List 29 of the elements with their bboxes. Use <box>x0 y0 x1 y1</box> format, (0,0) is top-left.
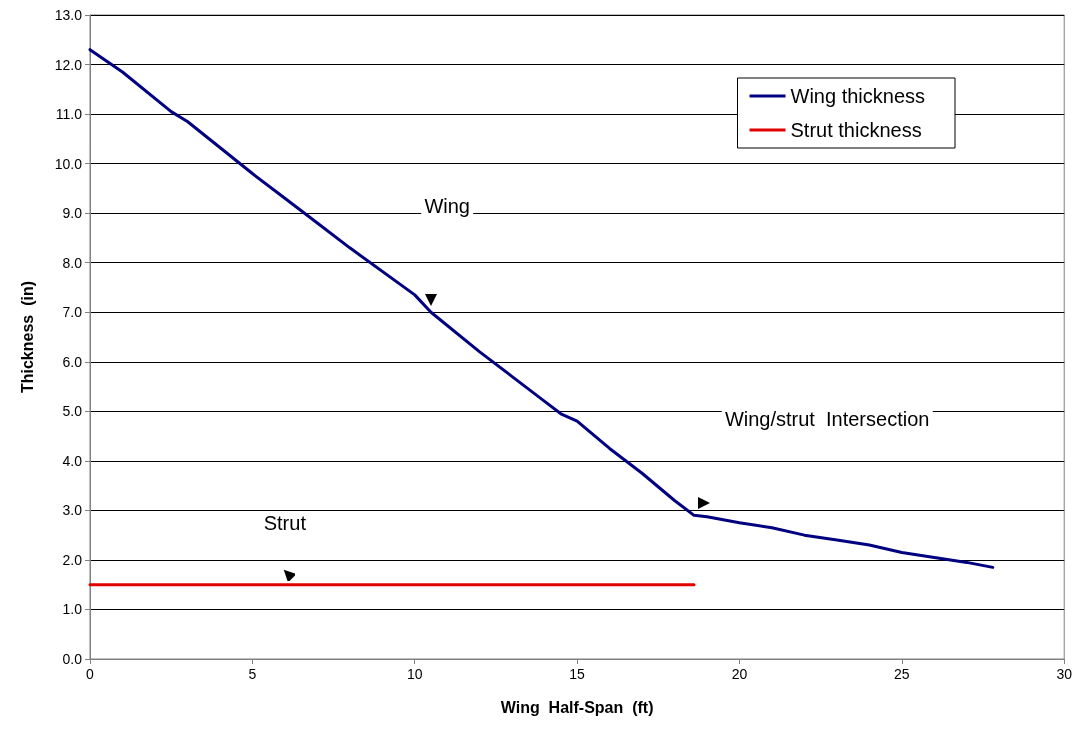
y-tick-label: 3.0 <box>62 502 83 519</box>
x-tick-label: 5 <box>248 666 257 682</box>
x-tick-label: 0 <box>86 666 95 682</box>
legend-label: Wing thickness <box>790 85 926 107</box>
x-tick-label: 25 <box>894 666 910 682</box>
y-tick-label: 2.0 <box>62 551 83 568</box>
annotation: Wing <box>421 194 473 218</box>
y-tick-label: 11.0 <box>55 106 83 123</box>
annotation: Wing/strut Intersection <box>721 407 933 431</box>
y-tick-label: 5.0 <box>62 403 83 420</box>
annotation: Strut <box>260 511 309 535</box>
y-tick-label: 9.0 <box>62 205 83 222</box>
x-tick-label: 20 <box>731 666 748 682</box>
x-axis-title: Wing Half-Span (ft) <box>500 698 654 716</box>
y-tick-label: 1.0 <box>62 601 83 618</box>
legend-label: Strut thickness <box>790 119 922 141</box>
x-tick-label: 10 <box>406 666 423 682</box>
y-tick-label: 6.0 <box>62 353 83 370</box>
y-tick-label: 12.0 <box>54 56 83 73</box>
x-tick-label: 15 <box>569 666 586 682</box>
y-axis-title: Thickness (in) <box>18 280 36 394</box>
y-tick-label: 8.0 <box>62 254 83 271</box>
y-tick-label: 13.0 <box>54 7 83 23</box>
y-tick-label: 10.0 <box>54 155 83 172</box>
y-tick-label: 4.0 <box>62 452 83 469</box>
y-tick-label: 7.0 <box>62 304 83 321</box>
x-tick-label: 30 <box>1056 666 1073 682</box>
line-series <box>88 48 995 569</box>
y-tick-label: 0.0 <box>62 651 83 667</box>
